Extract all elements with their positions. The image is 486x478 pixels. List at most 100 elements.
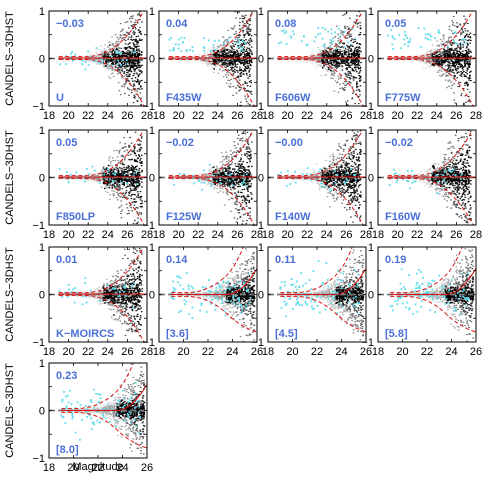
data-point [251,62,253,63]
data-point [229,70,231,71]
data-point [208,63,210,64]
data-point [246,83,248,84]
data-point [237,85,239,86]
data-point [423,67,425,68]
data-point [136,46,138,47]
data-point [116,192,118,193]
data-point [192,60,194,61]
data-point [139,175,141,176]
data-point [351,38,353,39]
data-point [107,187,109,188]
data-point [426,67,428,68]
data-point [126,190,128,191]
data-point [237,81,239,82]
data-point [141,52,143,53]
data-point [242,50,244,52]
data-point [124,61,126,62]
data-point [429,59,431,60]
data-point [112,50,114,51]
data-point [360,85,362,86]
data-point [340,35,342,37]
data-point [131,64,133,65]
data-point [347,37,349,38]
data-point [240,102,242,103]
data-point [439,51,441,52]
data-point [129,67,131,68]
x-tick-label: 20 [391,110,403,122]
data-point [250,86,252,87]
data-point [451,30,453,31]
data-point [118,160,120,161]
data-point [92,54,94,55]
data-point [319,56,321,57]
data-point [136,65,138,66]
data-point [233,49,235,50]
data-point [87,173,89,174]
data-point [204,54,206,55]
data-point [464,64,466,65]
data-point [124,62,126,63]
data-point [466,59,468,60]
data-point [234,54,236,55]
data-point [134,220,136,221]
data-point [101,59,103,61]
data-point [141,72,143,73]
data-point [202,63,204,64]
data-point [239,70,241,71]
data-point [455,42,457,44]
data-point [338,28,340,30]
data-point [322,55,324,56]
data-point [227,52,229,53]
data-point [121,66,123,67]
data-point [192,46,194,48]
data-point [169,50,171,52]
data-point [112,63,114,64]
data-point [140,203,142,204]
data-point [131,66,133,67]
data-point [355,58,357,59]
data-point [134,51,136,53]
data-point [233,86,235,87]
data-point [301,58,303,59]
data-point [239,29,241,30]
data-point [114,70,116,71]
data-point [353,62,355,63]
data-point [331,68,333,69]
data-point [140,147,142,148]
data-point [96,54,98,55]
data-point [124,56,126,57]
data-point [223,42,225,43]
data-point [342,7,344,8]
data-point [134,198,136,199]
data-point [463,32,465,33]
data-point [303,36,305,38]
data-point [181,60,183,61]
data-point [356,51,358,52]
data-point [236,66,238,67]
data-point [450,81,452,82]
data-point [112,65,114,67]
data-point [203,50,205,52]
data-point [247,103,249,104]
data-point [342,66,344,67]
data-point [467,56,469,57]
data-point [141,21,143,22]
data-point [349,73,351,74]
data-point [134,98,136,99]
data-point [102,53,104,54]
data-point [224,64,226,65]
data-point [332,37,334,39]
data-point [245,39,247,40]
data-point [140,163,142,164]
data-point [469,36,471,37]
data-point [337,58,339,59]
data-point [336,48,338,50]
data-point [330,63,332,64]
data-point [445,76,447,77]
data-point [243,73,245,74]
data-point [132,18,134,19]
data-point [232,61,234,62]
data-point [109,42,111,43]
data-point [305,60,307,61]
